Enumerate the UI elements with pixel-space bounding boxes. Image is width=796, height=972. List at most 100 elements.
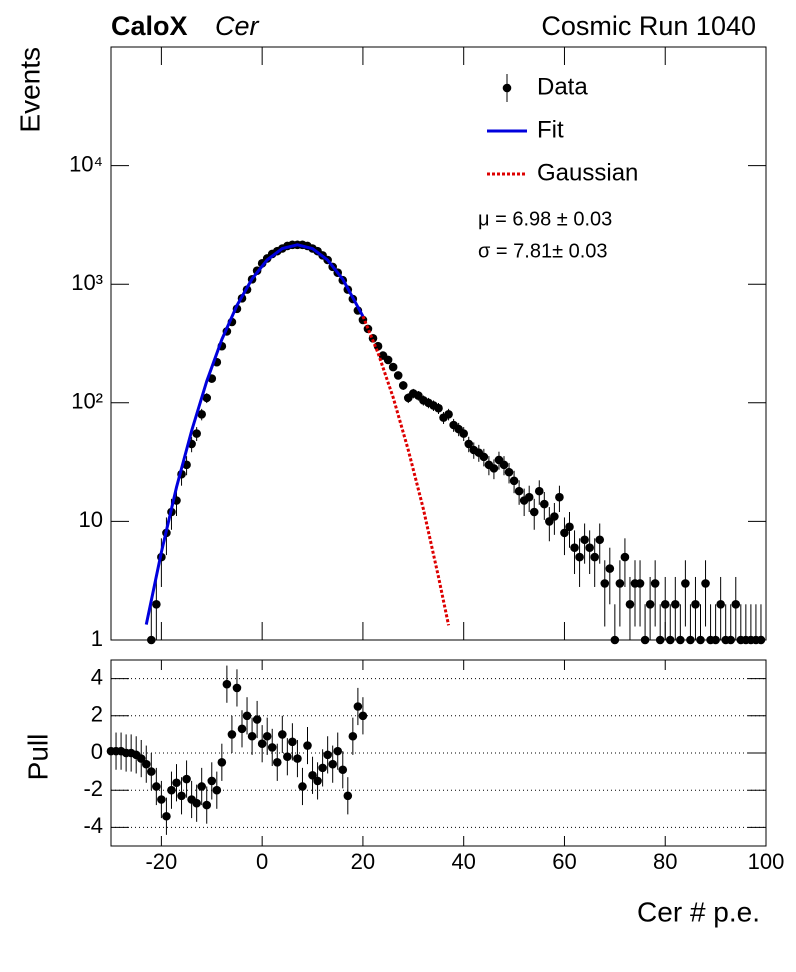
data-point [600, 579, 610, 588]
annotation: μ = 6.98 ± 0.03 [478, 208, 612, 230]
data-point [701, 579, 710, 588]
data-point [555, 492, 564, 502]
data-point [202, 800, 212, 810]
data-point [660, 599, 670, 609]
data-point [147, 767, 156, 776]
data-point [681, 579, 690, 588]
annotation: σ = 7.81± 0.03 [478, 240, 608, 262]
data-point [283, 752, 292, 762]
y-tick-label: 10⁴ [69, 151, 103, 176]
data-point [167, 785, 176, 795]
data-point [212, 785, 222, 795]
data-point [625, 599, 635, 609]
data-point [504, 467, 514, 477]
data-point [288, 737, 297, 747]
data-point [696, 635, 705, 645]
legend-label: Fit [537, 116, 564, 143]
data-point [278, 730, 287, 739]
run-label: Cosmic Run 1040 [541, 11, 756, 41]
data-point [620, 552, 630, 562]
y-tick-label: 10² [71, 389, 103, 414]
data-point [580, 535, 589, 545]
data-point [565, 522, 574, 532]
data-point [328, 759, 337, 769]
data-point [157, 795, 166, 804]
data-point [333, 746, 343, 756]
data-point [560, 528, 569, 538]
data-point [655, 635, 665, 645]
data-point [590, 552, 599, 562]
data-point [615, 579, 625, 588]
data-point [252, 715, 262, 724]
data-point [358, 711, 368, 721]
y-axis-title: Events [14, 47, 45, 133]
data-point [182, 774, 191, 784]
y-tick-label: 4 [91, 664, 103, 689]
y-axis-title: Pull [22, 734, 53, 781]
data-point [257, 739, 267, 748]
x-tick-label: 40 [451, 849, 475, 874]
data-point [141, 759, 151, 769]
data-point [136, 754, 146, 763]
data-point [459, 429, 468, 438]
x-tick-label: 0 [256, 849, 268, 874]
data-point [172, 778, 181, 788]
data-point [665, 635, 675, 645]
data-point [529, 507, 539, 517]
x-axis-title: Cer # p.e. [637, 896, 760, 927]
data-point [293, 754, 302, 763]
legend-label: Data [537, 73, 588, 100]
data-point [575, 552, 584, 562]
data-point [650, 579, 660, 588]
x-tick-label: 20 [351, 849, 375, 874]
data-point [550, 512, 559, 521]
y-tick-label: 10 [79, 507, 103, 532]
data-point [232, 683, 242, 693]
data-point [227, 730, 237, 739]
data-point [398, 381, 408, 390]
data-point [514, 486, 524, 496]
data-point [635, 579, 645, 588]
data-point [393, 371, 403, 380]
data-point [247, 731, 257, 741]
data-point [731, 599, 741, 609]
data-point [686, 635, 695, 645]
data-point [726, 635, 736, 645]
data-point [298, 782, 307, 791]
data-point [570, 543, 579, 553]
data-point [711, 635, 720, 645]
data-point [267, 743, 277, 752]
data-point [207, 776, 217, 786]
data-point [348, 731, 358, 741]
x-tick-label: -20 [145, 849, 177, 874]
data-point [147, 635, 156, 645]
data-point [242, 711, 252, 721]
data-point [716, 599, 725, 609]
data-point [197, 782, 206, 791]
x-tick-label: 60 [552, 849, 576, 874]
data-point [509, 476, 519, 486]
data-point [177, 791, 186, 801]
data-point [222, 679, 232, 689]
x-tick-label: 80 [653, 849, 677, 874]
y-tick-label: 10³ [71, 270, 103, 295]
data-point [162, 811, 171, 821]
data-point [323, 750, 332, 760]
data-point [534, 486, 544, 496]
data-point [585, 543, 594, 553]
data-point [489, 464, 499, 473]
y-tick-label: 2 [91, 702, 103, 727]
data-point [308, 771, 317, 780]
y-tick-label: -2 [83, 776, 103, 801]
data-point [605, 564, 615, 573]
y-tick-label: 1 [91, 626, 103, 651]
plot-frame [110, 46, 767, 641]
data-point [192, 798, 201, 808]
data-point [313, 776, 322, 786]
data-point [595, 535, 605, 545]
data-point [671, 599, 680, 609]
x-tick-label: 100 [748, 849, 785, 874]
data-point [610, 635, 620, 645]
